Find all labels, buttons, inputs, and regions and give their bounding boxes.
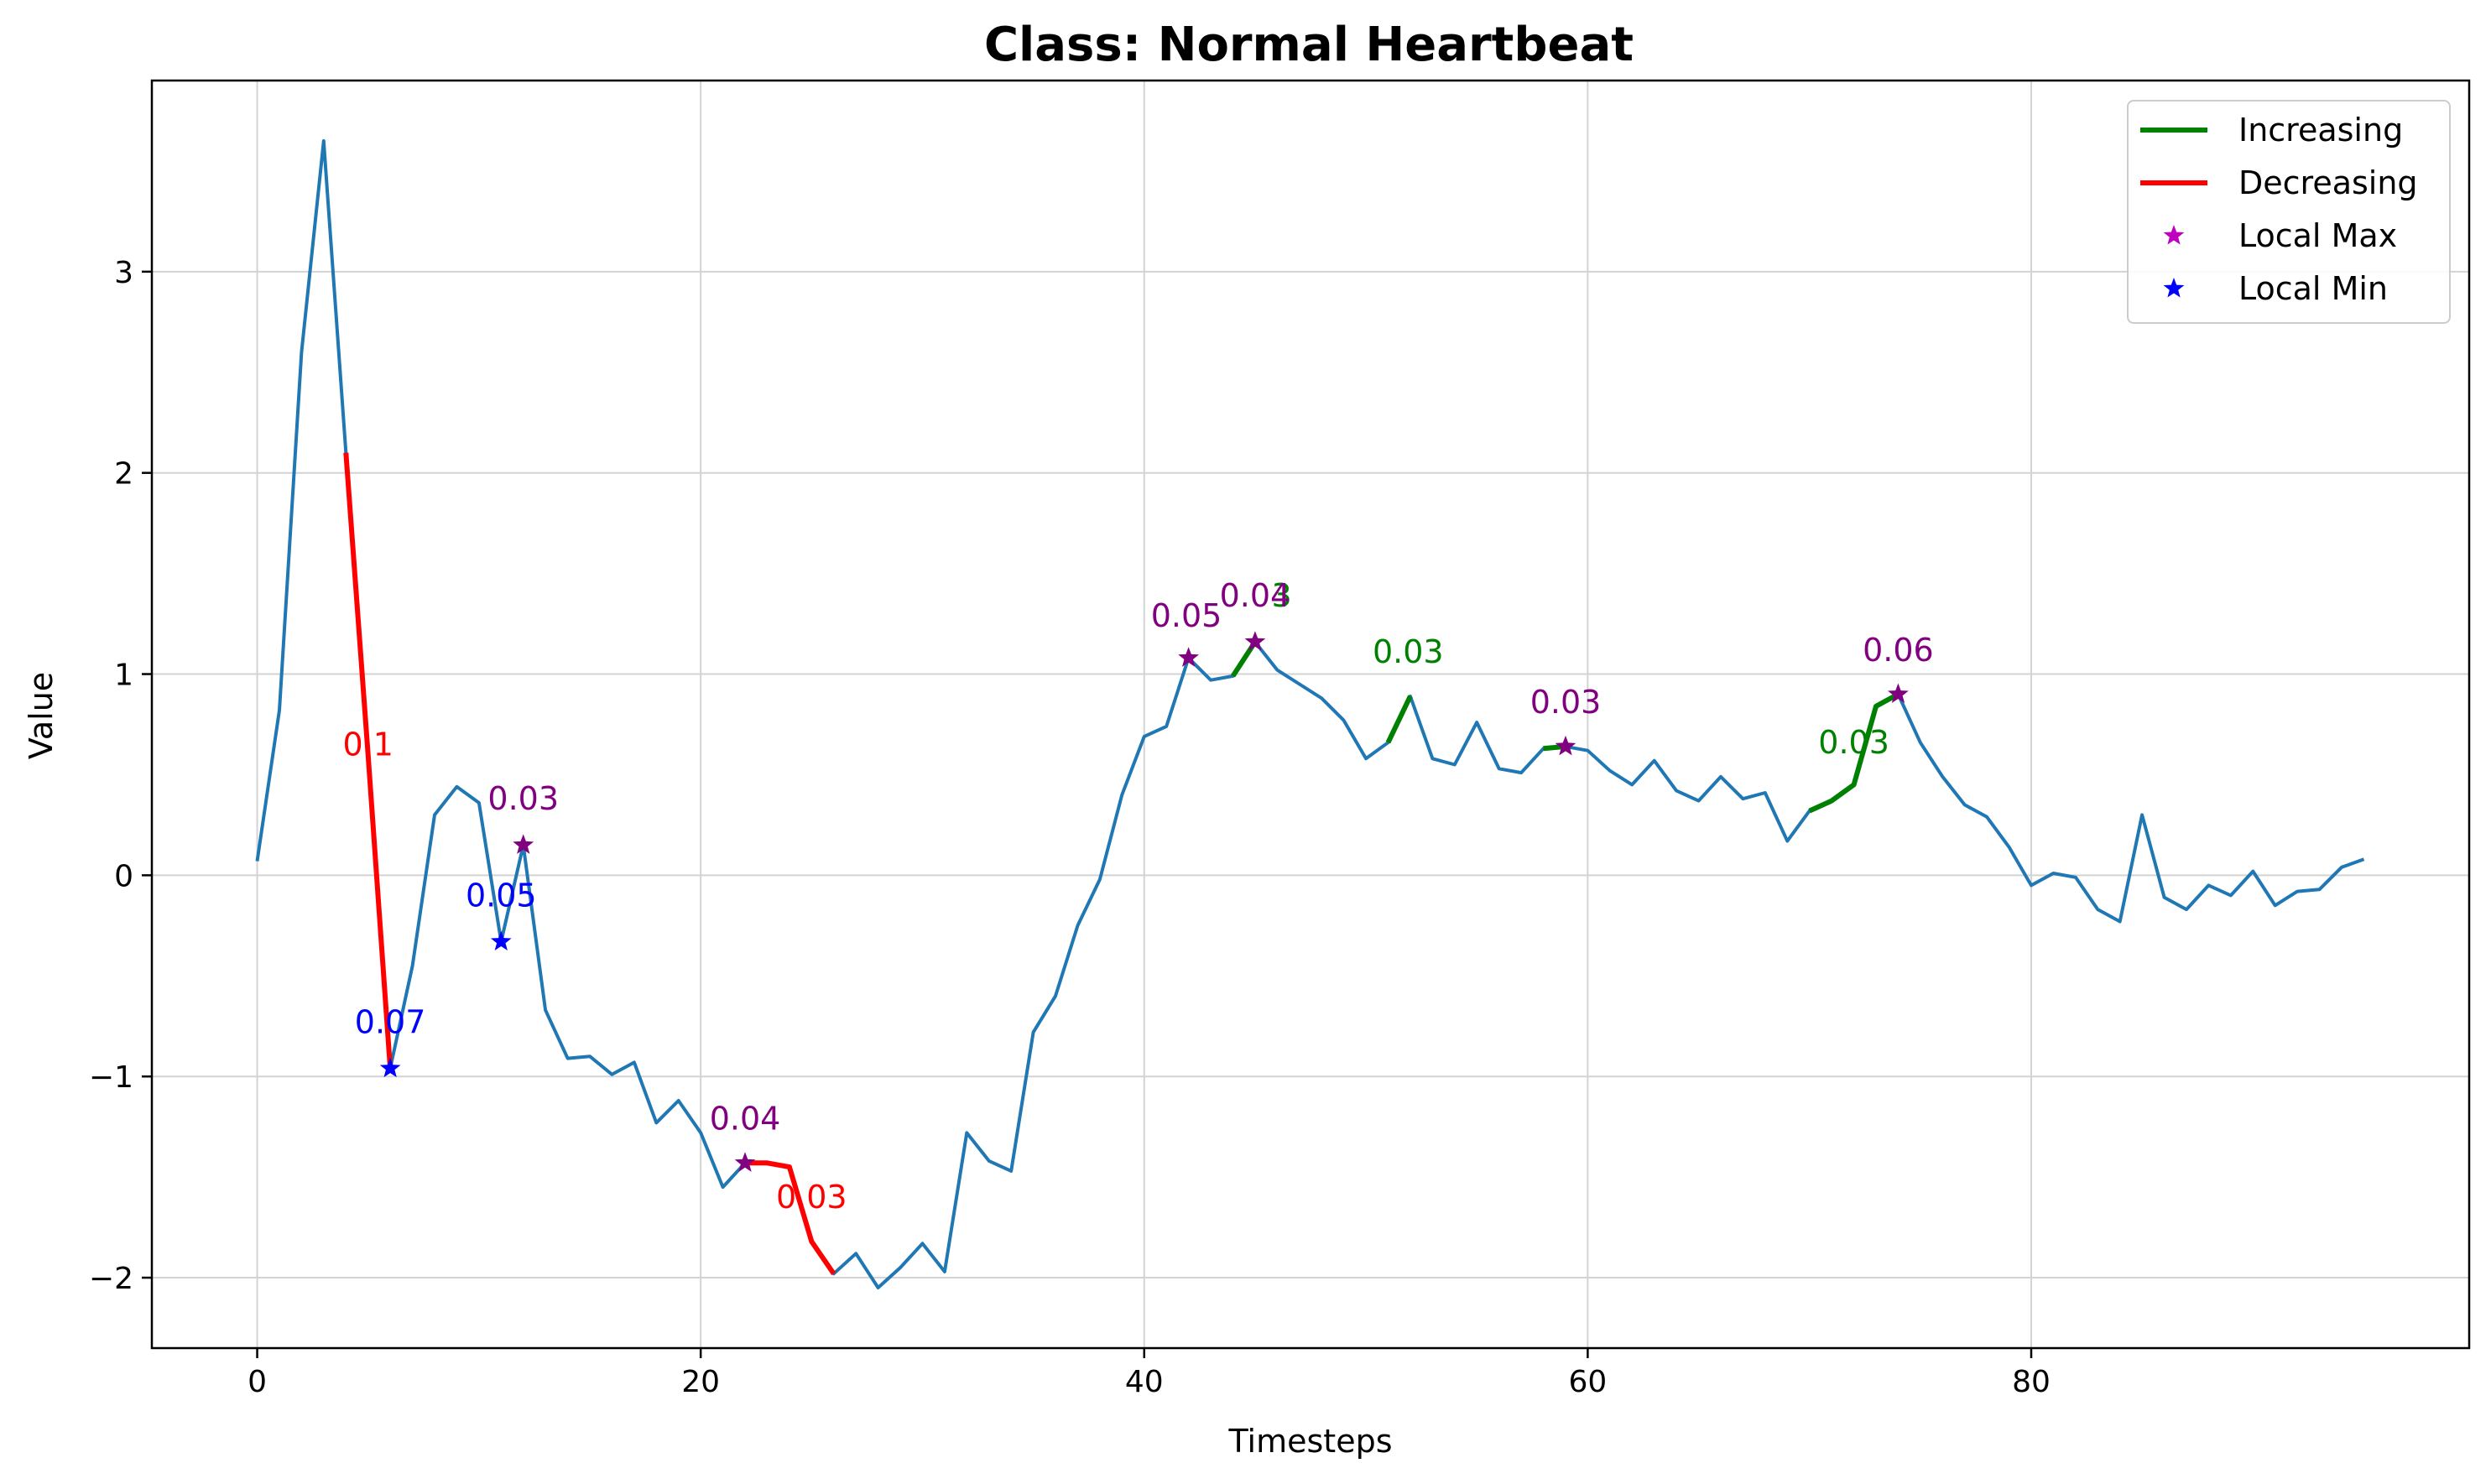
local-max-marker	[1178, 647, 1199, 667]
annotation-label: 0.03	[1373, 633, 1444, 670]
legend-label: Increasing	[2238, 112, 2403, 148]
local-max-marker	[1244, 631, 1266, 651]
local-max-marker	[1555, 735, 1576, 756]
local-max-marker	[513, 834, 534, 854]
y-tick-label: −2	[89, 1262, 133, 1296]
series-line	[255, 139, 2365, 1289]
annotation-label: 0.04	[710, 1101, 781, 1138]
plot-frame	[150, 79, 2471, 1350]
annotation-label: 0.03	[1530, 684, 1602, 721]
legend-swatch-local-min	[2163, 278, 2185, 298]
y-tick-label: 2	[114, 457, 133, 492]
local-min-marker	[379, 1057, 401, 1078]
x-tick-label: 20	[681, 1365, 720, 1399]
annotation-label: 0.05	[466, 877, 537, 914]
y-tick-label: 1	[114, 659, 133, 693]
annotation-label: 0.03	[776, 1179, 847, 1216]
decreasing-segment	[343, 452, 393, 1069]
legend-swatch-local-max	[2163, 225, 2185, 245]
grid	[152, 81, 2469, 1348]
local-min-marker	[490, 930, 512, 950]
annotation-label: 0.03	[1818, 724, 1889, 761]
x-tick-label: 60	[1568, 1365, 1607, 1399]
y-tick-label: −1	[89, 1060, 133, 1095]
y-tick-label: 0	[114, 859, 133, 893]
x-tick-label: 40	[1125, 1365, 1164, 1399]
annotation-label: 0.06	[1863, 632, 1934, 669]
x-tick-label: 80	[2012, 1365, 2051, 1399]
chart-title: Class: Normal Heartbeat	[984, 18, 1634, 72]
legend-label: Decreasing	[2238, 164, 2418, 201]
legend: Increasing Decreasing Local Max Local Min	[2127, 100, 2451, 324]
y-tick-label: 3	[114, 256, 133, 290]
x-tick-label: 0	[248, 1365, 267, 1399]
annotation-label: 0.05	[1151, 597, 1222, 634]
legend-label: Local Min	[2238, 270, 2388, 307]
axis-ticks: 0 20 40 60 80 −2 −1 0 1 2 3	[89, 256, 2051, 1399]
annotation-label: 0.1	[342, 726, 393, 763]
annotation-label: 0.03	[487, 780, 559, 817]
legend-label: Local Max	[2238, 217, 2397, 254]
annotation-label: 0.04	[1220, 577, 1291, 614]
annotation-label: 3	[1272, 577, 1292, 614]
legend-box	[2127, 100, 2451, 324]
x-axis-label: Timesteps	[1228, 1423, 1393, 1460]
y-axis-label: Value	[23, 672, 60, 759]
annotation-label: 0.07	[355, 1004, 426, 1041]
local-max-marker	[734, 1152, 756, 1172]
local-max-marker	[1888, 683, 1909, 703]
increasing-segment	[1808, 691, 1900, 814]
plot-data: 0.10.030.050.070.040.030.0530.040.030.03…	[255, 139, 2365, 1289]
decreasing-segment	[745, 1160, 836, 1275]
increasing-segment	[1385, 695, 1413, 744]
